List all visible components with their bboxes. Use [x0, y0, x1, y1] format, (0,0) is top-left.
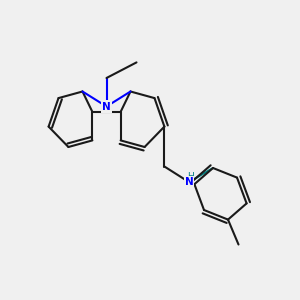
- Text: N: N: [102, 101, 111, 112]
- Text: N: N: [184, 177, 194, 187]
- Text: H: H: [187, 172, 194, 181]
